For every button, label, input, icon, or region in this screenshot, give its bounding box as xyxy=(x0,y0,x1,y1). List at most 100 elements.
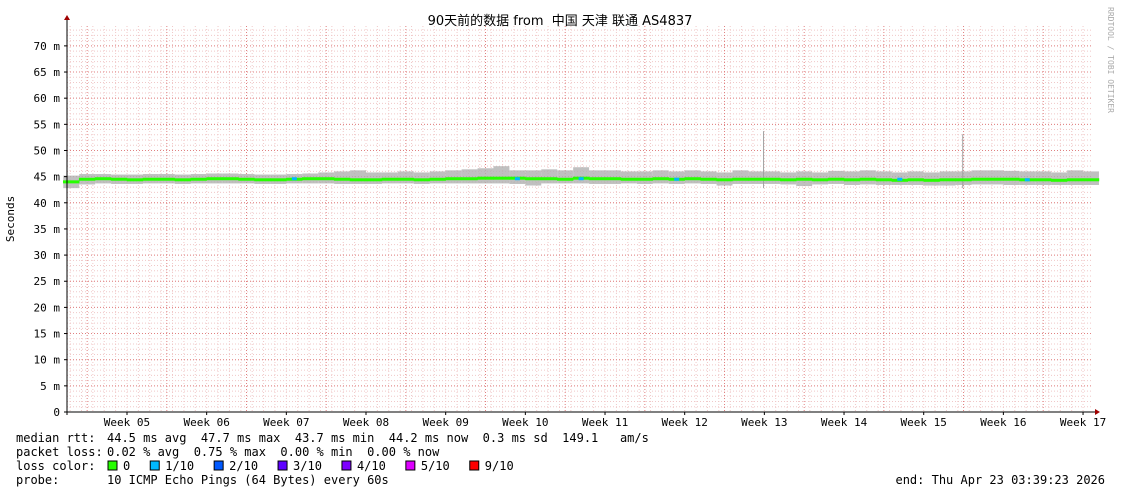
x-tick-label: Week 15 xyxy=(901,416,947,429)
legend-swatch xyxy=(277,460,288,471)
median xyxy=(939,178,956,182)
y-tick-label: 50 m xyxy=(34,144,61,157)
smoke xyxy=(557,170,574,184)
smoke xyxy=(652,170,669,184)
median xyxy=(270,178,287,182)
median xyxy=(1024,178,1030,182)
median xyxy=(174,178,191,182)
median xyxy=(1066,178,1084,182)
median xyxy=(110,177,128,181)
y-tick-label: 70 m xyxy=(34,40,61,53)
smoke xyxy=(636,171,653,184)
median xyxy=(429,177,446,181)
median xyxy=(477,176,494,180)
y-tick-label: 55 m xyxy=(34,118,61,131)
stat-label: packet loss: xyxy=(16,445,103,459)
x-tick-label: Week 08 xyxy=(343,416,389,429)
arrow xyxy=(64,15,70,20)
legend: 0 1/10 2/10 3/10 4/10 5/10 9/10 xyxy=(107,459,514,473)
smoke xyxy=(350,170,367,184)
median xyxy=(955,178,972,182)
y-tick-label: 20 m xyxy=(34,301,61,314)
smoke xyxy=(461,169,478,184)
median xyxy=(907,178,924,182)
legend-label: 1/10 xyxy=(165,459,194,473)
smoke xyxy=(589,170,606,184)
smoke xyxy=(732,170,749,184)
x-tick-label: Week 09 xyxy=(422,416,468,429)
smoke xyxy=(1019,171,1036,186)
smoke xyxy=(397,171,414,184)
x-tick-label: Week 10 xyxy=(502,416,548,429)
smoke xyxy=(987,170,1004,185)
median xyxy=(541,177,558,181)
y-tick-label: 10 m xyxy=(34,354,61,367)
smoke xyxy=(429,171,446,184)
median xyxy=(206,177,223,181)
smoke xyxy=(493,166,510,184)
median xyxy=(971,177,988,181)
plot xyxy=(63,131,1100,189)
median xyxy=(142,177,160,181)
y-tick-label: 65 m xyxy=(34,66,61,79)
median xyxy=(190,177,207,181)
stat-text: 44.5 ms avg 47.7 ms max 43.7 ms min 44.2… xyxy=(107,431,649,445)
median xyxy=(349,178,367,182)
median xyxy=(493,176,510,180)
median xyxy=(445,177,462,181)
legend-label: 4/10 xyxy=(357,459,386,473)
smoke xyxy=(684,170,701,184)
legend-swatch xyxy=(213,460,224,471)
smoke xyxy=(668,171,685,184)
smoke xyxy=(1067,170,1084,186)
probe-label: probe: xyxy=(16,473,59,487)
median xyxy=(795,177,813,181)
y-tick-label: 35 m xyxy=(34,223,61,236)
legend-label: 5/10 xyxy=(421,459,450,473)
median xyxy=(811,178,829,182)
smoke xyxy=(1051,172,1068,186)
smoke xyxy=(1083,171,1099,186)
y-tick-label: 45 m xyxy=(34,171,61,184)
median xyxy=(222,177,239,181)
median xyxy=(158,177,176,181)
median xyxy=(780,178,797,182)
legend-swatch xyxy=(149,460,160,471)
median xyxy=(365,178,383,182)
smoke xyxy=(844,171,860,186)
y-tick-label: 25 m xyxy=(34,275,61,288)
loss-label: loss color: xyxy=(16,459,95,473)
probe-text: 10 ICMP Echo Pings (64 Bytes) every 60s xyxy=(107,473,389,487)
x-tick-label: Week 17 xyxy=(1060,416,1106,429)
smoke xyxy=(764,171,781,184)
median xyxy=(1003,177,1020,181)
median xyxy=(674,177,680,181)
median xyxy=(1050,178,1068,182)
smoke xyxy=(700,171,717,184)
legend-swatch xyxy=(469,460,480,471)
x-tick-label: Week 16 xyxy=(980,416,1026,429)
smoke xyxy=(334,171,351,184)
median xyxy=(636,177,654,181)
median xyxy=(317,177,335,181)
x-tick-label: Week 12 xyxy=(662,416,708,429)
legend-swatch xyxy=(107,460,118,471)
median xyxy=(764,177,781,181)
x-tick-label: Week 06 xyxy=(183,416,229,429)
smoke xyxy=(413,172,430,184)
median xyxy=(381,177,399,181)
median xyxy=(897,177,903,181)
smoke xyxy=(1035,171,1052,186)
median xyxy=(78,177,96,181)
smoke xyxy=(605,170,621,184)
legend-label: 0 xyxy=(123,459,130,473)
median xyxy=(859,177,877,181)
median xyxy=(827,177,845,181)
chart-title: 90天前的数据 from 中国 天津 联通 AS4837 xyxy=(428,13,693,29)
median xyxy=(461,177,478,181)
median xyxy=(843,178,861,182)
smoke xyxy=(907,171,924,186)
smoke xyxy=(366,172,382,184)
median xyxy=(556,177,574,181)
median xyxy=(748,177,765,181)
